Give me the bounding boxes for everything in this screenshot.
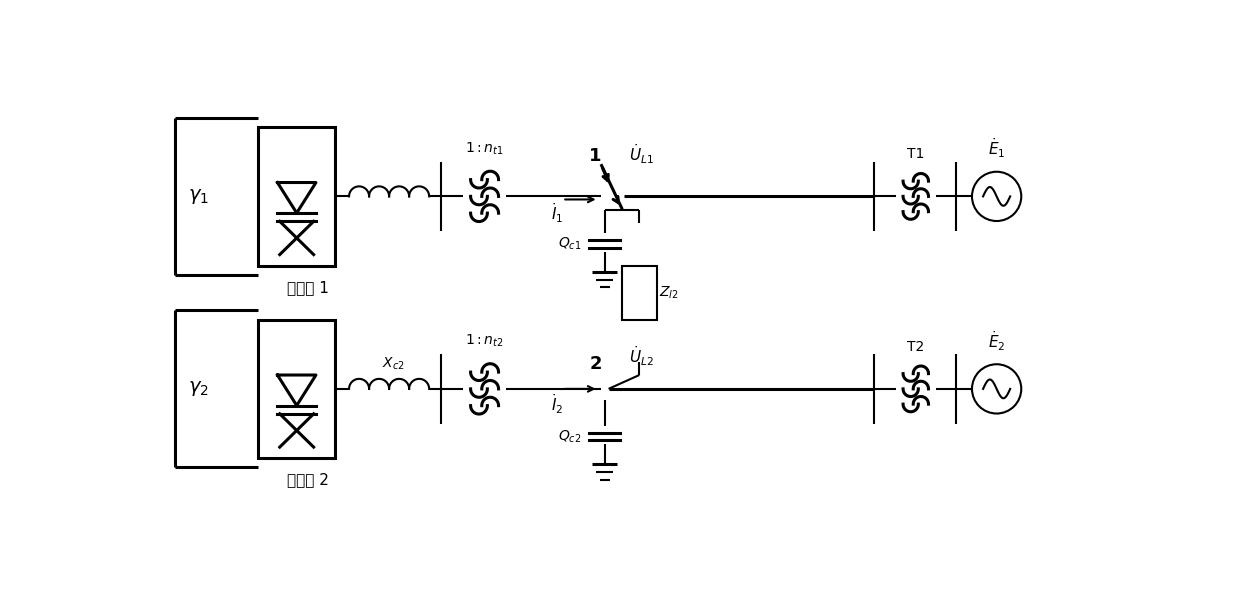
Text: 2: 2 (589, 355, 601, 373)
Text: $\dot{E}_1$: $\dot{E}_1$ (988, 137, 1006, 161)
Text: $\dot{E}_2$: $\dot{E}_2$ (988, 330, 1006, 353)
Text: 逆变站 1: 逆变站 1 (288, 280, 329, 295)
Text: T2: T2 (908, 340, 924, 353)
Bar (622, 266, 657, 319)
Text: $\gamma_2$: $\gamma_2$ (187, 379, 208, 398)
Text: 逆变站 2: 逆变站 2 (288, 472, 329, 487)
Text: $\dot{I}_1$: $\dot{I}_1$ (551, 202, 563, 225)
Text: $1:n_{t2}$: $1:n_{t2}$ (465, 333, 503, 349)
Text: 1: 1 (589, 147, 601, 165)
Circle shape (972, 172, 1022, 221)
Text: $X_{c2}$: $X_{c2}$ (382, 356, 404, 373)
Text: $Q_{c1}$: $Q_{c1}$ (558, 236, 582, 253)
Bar (258, 127, 335, 266)
Text: $\gamma_1$: $\gamma_1$ (187, 187, 208, 206)
Text: $\dot{U}_{L1}$: $\dot{U}_{L1}$ (629, 142, 655, 166)
Text: $\dot{U}_{L2}$: $\dot{U}_{L2}$ (629, 344, 655, 368)
Text: $\dot{I}_2$: $\dot{I}_2$ (551, 392, 563, 416)
Circle shape (972, 364, 1022, 414)
Bar (258, 319, 335, 458)
Text: $Q_{c2}$: $Q_{c2}$ (558, 429, 582, 445)
Text: T1: T1 (908, 147, 925, 161)
Text: $Z_{l2}$: $Z_{l2}$ (658, 284, 678, 301)
Text: $1:n_{t1}$: $1:n_{t1}$ (465, 140, 503, 157)
